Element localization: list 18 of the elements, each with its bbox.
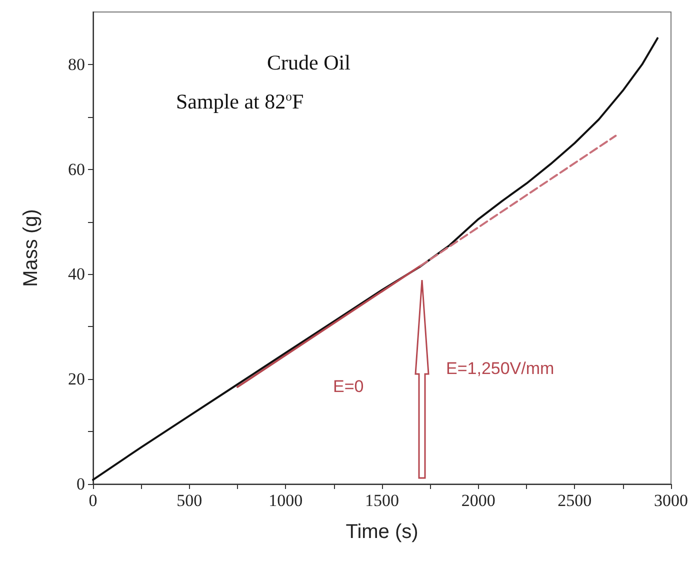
y-tick-label: 60 xyxy=(68,160,85,179)
x-tick-label: 3000 xyxy=(654,491,688,510)
annotation: E=0 xyxy=(333,377,364,396)
x-tick-label: 2000 xyxy=(461,491,496,510)
annotation: Crude Oil xyxy=(267,50,351,74)
annotation: E=1,250V/mm xyxy=(446,359,554,378)
x-axis-title: Time (s) xyxy=(346,521,418,543)
line-series xyxy=(92,37,659,481)
y-tick-label: 40 xyxy=(68,264,85,284)
x-tick-label: 1500 xyxy=(365,491,399,510)
y-tick-label: 20 xyxy=(68,370,85,389)
x-tick-label: 1000 xyxy=(268,491,303,510)
y-tick-label: 0 xyxy=(76,474,85,494)
x-tick-label: 2500 xyxy=(558,491,592,510)
y-tick-label: 80 xyxy=(68,54,85,74)
y-axis-title: Mass (g) xyxy=(20,209,42,287)
x-tick-label: 500 xyxy=(176,491,202,510)
x-tick-label: 0 xyxy=(88,491,98,510)
